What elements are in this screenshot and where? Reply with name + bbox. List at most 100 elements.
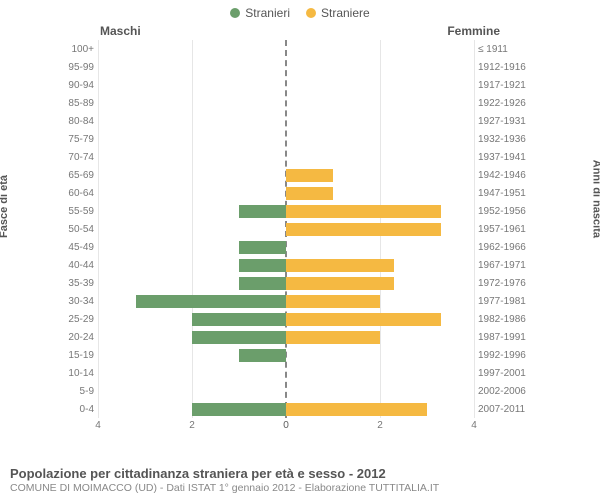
x-tick: 4	[95, 420, 101, 431]
age-label: 90-94	[60, 80, 98, 91]
bar-female	[286, 295, 380, 308]
bar-pair	[98, 364, 474, 382]
bar-female	[286, 187, 333, 200]
bar-side-male	[98, 364, 286, 382]
age-label: 25-29	[60, 314, 98, 325]
bar-male	[192, 313, 286, 326]
bar-pair	[98, 346, 474, 364]
table-row: 50-54 1957-1961	[60, 220, 530, 238]
bar-side-male	[98, 400, 286, 418]
bar-side-female	[286, 328, 474, 346]
table-row: 75-791932-1936	[60, 130, 530, 148]
bar-side-male	[98, 130, 286, 148]
age-label: 20-24	[60, 332, 98, 343]
bar-male	[239, 259, 286, 272]
birth-label: 1987-1991	[474, 332, 530, 343]
age-label: 75-79	[60, 134, 98, 145]
bar-side-female	[286, 112, 474, 130]
age-label: 30-34	[60, 296, 98, 307]
bar-side-female	[286, 202, 474, 220]
bar-side-male	[98, 58, 286, 76]
bar-female	[286, 313, 441, 326]
age-label: 5-9	[60, 386, 98, 397]
age-label: 85-89	[60, 98, 98, 109]
bar-pair	[98, 166, 474, 184]
age-label: 100+	[60, 44, 98, 55]
bar-male	[239, 349, 286, 362]
x-axis-right: 024	[286, 418, 474, 436]
bar-female	[286, 205, 441, 218]
chart-subtitle: COMUNE DI MOIMACCO (UD) - Dati ISTAT 1° …	[10, 482, 590, 494]
bar-side-female	[286, 400, 474, 418]
bar-pair	[98, 400, 474, 418]
bar-side-male	[98, 40, 286, 58]
x-tick: 2	[189, 420, 195, 431]
bar-side-female	[286, 238, 474, 256]
x-axis: 024 024	[98, 418, 474, 436]
birth-label: 2007-2011	[474, 404, 530, 415]
bar-female	[286, 169, 333, 182]
bar-pair	[98, 148, 474, 166]
birth-label: ≤ 1911	[474, 44, 530, 55]
table-row: 20-24 1987-1991	[60, 328, 530, 346]
table-row: 15-19 1992-1996	[60, 346, 530, 364]
bar-pair	[98, 112, 474, 130]
bar-male	[136, 295, 286, 308]
age-label: 50-54	[60, 224, 98, 235]
bar-side-male	[98, 202, 286, 220]
bar-side-male	[98, 310, 286, 328]
bar-male	[239, 241, 286, 254]
table-row: 55-591952-1956	[60, 202, 530, 220]
birth-label: 1922-1926	[474, 98, 530, 109]
birth-label: 1957-1961	[474, 224, 530, 235]
bar-side-male	[98, 220, 286, 238]
y-axis-label-left: Fasce di età	[0, 175, 10, 238]
age-label: 15-19	[60, 350, 98, 361]
table-row: 85-89 1922-1926	[60, 94, 530, 112]
age-label: 45-49	[60, 242, 98, 253]
table-row: 0-42007-2011	[60, 400, 530, 418]
table-row: 100+ ≤ 1911	[60, 40, 530, 58]
bar-male	[239, 205, 286, 218]
bar-side-female	[286, 382, 474, 400]
bar-side-male	[98, 148, 286, 166]
bar-pair	[98, 94, 474, 112]
x-tick: 4	[471, 420, 477, 431]
bar-side-male	[98, 94, 286, 112]
y-axis-label-right: Anni di nascita	[590, 160, 600, 238]
legend-swatch-female	[306, 8, 316, 18]
table-row: 95-991912-1916	[60, 58, 530, 76]
birth-label: 2002-2006	[474, 386, 530, 397]
bar-side-female	[286, 184, 474, 202]
table-row: 45-491962-1966	[60, 238, 530, 256]
column-headers: Maschi Femmine	[0, 20, 600, 40]
column-header-left: Maschi	[100, 24, 141, 38]
bar-pair	[98, 292, 474, 310]
bar-side-female	[286, 220, 474, 238]
birth-label: 1952-1956	[474, 206, 530, 217]
bar-side-female	[286, 310, 474, 328]
bar-side-female	[286, 274, 474, 292]
bar-side-male	[98, 256, 286, 274]
bar-pair	[98, 238, 474, 256]
birth-label: 1927-1931	[474, 116, 530, 127]
age-label: 10-14	[60, 368, 98, 379]
table-row: 40-441967-1971	[60, 256, 530, 274]
chart-title: Popolazione per cittadinanza straniera p…	[10, 466, 590, 481]
table-row: 60-641947-1951	[60, 184, 530, 202]
bar-side-male	[98, 76, 286, 94]
age-label: 65-69	[60, 170, 98, 181]
bar-male	[239, 277, 286, 290]
bar-side-male	[98, 328, 286, 346]
bar-side-female	[286, 256, 474, 274]
bar-pair	[98, 328, 474, 346]
table-row: 10-141997-2001	[60, 364, 530, 382]
bar-side-male	[98, 238, 286, 256]
bar-pair	[98, 274, 474, 292]
bar-pair	[98, 310, 474, 328]
chart-area: Fasce di età Anni di nascita 100+≤ 19119…	[8, 40, 592, 436]
table-row: 70-741937-1941	[60, 148, 530, 166]
age-label: 95-99	[60, 62, 98, 73]
birth-label: 1992-1996	[474, 350, 530, 361]
bar-pair	[98, 40, 474, 58]
